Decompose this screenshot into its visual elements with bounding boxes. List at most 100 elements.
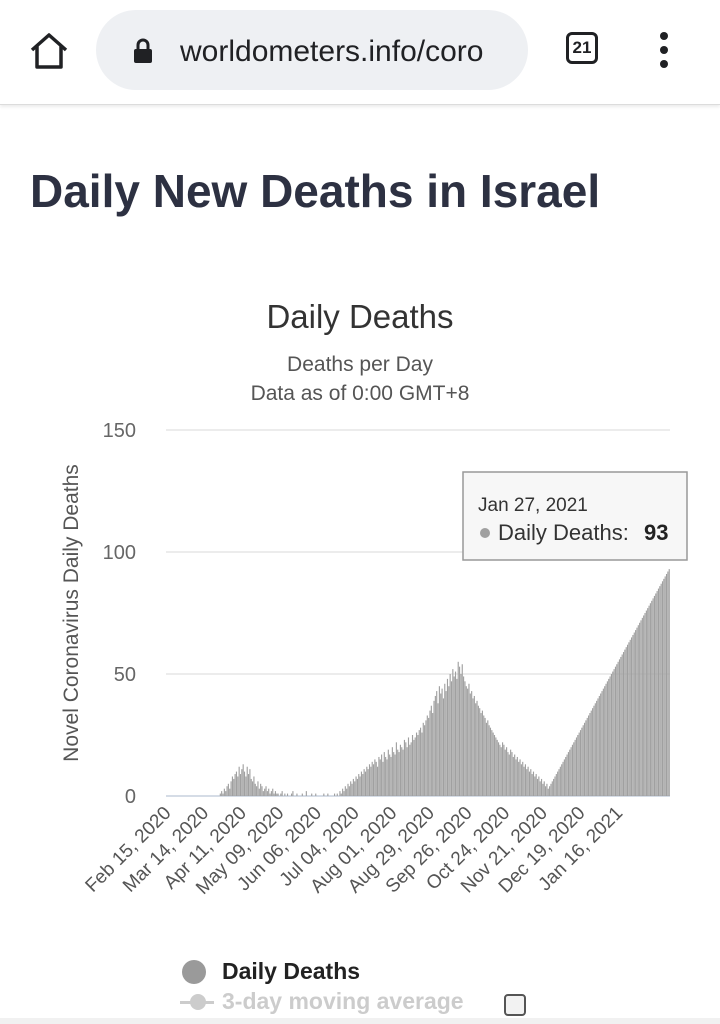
bar[interactable] [581, 727, 583, 796]
bar[interactable] [635, 630, 637, 796]
bar[interactable] [256, 786, 258, 796]
bar[interactable] [407, 737, 410, 796]
bar[interactable] [437, 703, 439, 796]
bar[interactable] [355, 776, 357, 796]
bar[interactable] [276, 793, 278, 796]
bar[interactable] [398, 752, 400, 796]
bar[interactable] [457, 661, 459, 796]
bar[interactable] [534, 776, 536, 796]
bar[interactable] [237, 776, 239, 796]
address-bar[interactable]: worldometers.info/coro [96, 10, 528, 90]
bar[interactable] [574, 739, 576, 796]
bar[interactable] [269, 793, 271, 796]
bar[interactable] [606, 681, 608, 796]
bar[interactable] [473, 695, 475, 796]
bar[interactable] [420, 727, 422, 796]
bar[interactable] [368, 764, 371, 796]
bar[interactable] [566, 754, 568, 796]
bar[interactable] [504, 749, 506, 796]
bar[interactable] [280, 793, 282, 796]
bar[interactable] [386, 759, 388, 796]
bar[interactable] [532, 771, 535, 796]
bar[interactable] [234, 774, 236, 796]
bar[interactable] [235, 771, 238, 796]
bar[interactable] [266, 791, 268, 796]
bar[interactable] [250, 778, 252, 796]
bar[interactable] [270, 791, 272, 796]
bar[interactable] [395, 742, 397, 796]
bar[interactable] [554, 776, 556, 796]
bar[interactable] [434, 695, 436, 796]
bar[interactable] [491, 730, 493, 796]
bar[interactable] [594, 703, 596, 796]
bar[interactable] [363, 769, 365, 796]
bar[interactable] [514, 754, 516, 796]
bar[interactable] [583, 722, 586, 796]
bar[interactable] [450, 681, 453, 796]
bar[interactable] [655, 593, 657, 796]
bar[interactable] [445, 691, 447, 796]
bar[interactable] [432, 713, 434, 796]
bar[interactable] [495, 737, 497, 796]
bar[interactable] [507, 752, 509, 796]
bar[interactable] [601, 691, 603, 796]
bar[interactable] [598, 695, 600, 796]
bar[interactable] [496, 739, 498, 796]
bar[interactable] [616, 664, 618, 796]
bar[interactable] [290, 793, 293, 796]
bar[interactable] [468, 683, 470, 796]
bar[interactable] [347, 783, 349, 796]
bar[interactable] [510, 749, 512, 796]
bar[interactable] [622, 652, 625, 796]
bar[interactable] [438, 686, 440, 796]
bar[interactable] [257, 781, 259, 796]
bar[interactable] [436, 691, 438, 796]
bar[interactable] [454, 671, 457, 796]
bar[interactable] [315, 793, 317, 796]
bar[interactable] [421, 732, 423, 796]
bar[interactable] [463, 676, 465, 796]
bar[interactable] [626, 644, 629, 796]
bar[interactable] [375, 761, 377, 796]
bar[interactable] [543, 781, 545, 796]
bar[interactable] [219, 793, 221, 796]
bar[interactable] [586, 717, 588, 796]
bar[interactable] [242, 764, 244, 796]
bar[interactable] [342, 788, 344, 796]
bar[interactable] [253, 776, 255, 796]
bar[interactable] [652, 598, 654, 796]
bar[interactable] [503, 744, 505, 796]
bar[interactable] [378, 756, 380, 796]
bar[interactable] [636, 627, 638, 796]
bar[interactable] [559, 766, 561, 796]
bar[interactable] [343, 791, 345, 796]
bar[interactable] [660, 583, 662, 796]
bar[interactable] [442, 698, 444, 796]
bar[interactable] [476, 700, 478, 796]
bar[interactable] [508, 754, 510, 796]
bar[interactable] [399, 744, 401, 796]
bar[interactable] [379, 759, 381, 796]
bar[interactable] [608, 678, 610, 796]
bar[interactable] [653, 595, 656, 796]
bar[interactable] [479, 708, 481, 796]
bar[interactable] [411, 735, 414, 796]
bar[interactable] [401, 747, 403, 796]
bar[interactable] [500, 747, 502, 796]
tab-switcher-button[interactable]: 21 [566, 32, 598, 64]
bar[interactable] [663, 578, 665, 796]
bar[interactable] [405, 742, 407, 796]
bar[interactable] [519, 759, 521, 796]
bar[interactable] [550, 783, 552, 796]
bar[interactable] [561, 764, 563, 796]
bar[interactable] [422, 722, 424, 796]
bar[interactable] [539, 781, 541, 796]
bar[interactable] [258, 788, 260, 796]
bar[interactable] [647, 608, 649, 796]
bar[interactable] [624, 649, 626, 796]
bar[interactable] [344, 786, 346, 796]
bar[interactable] [452, 669, 454, 796]
bar[interactable] [458, 666, 461, 796]
bar[interactable] [661, 581, 664, 796]
bar[interactable] [516, 756, 518, 796]
